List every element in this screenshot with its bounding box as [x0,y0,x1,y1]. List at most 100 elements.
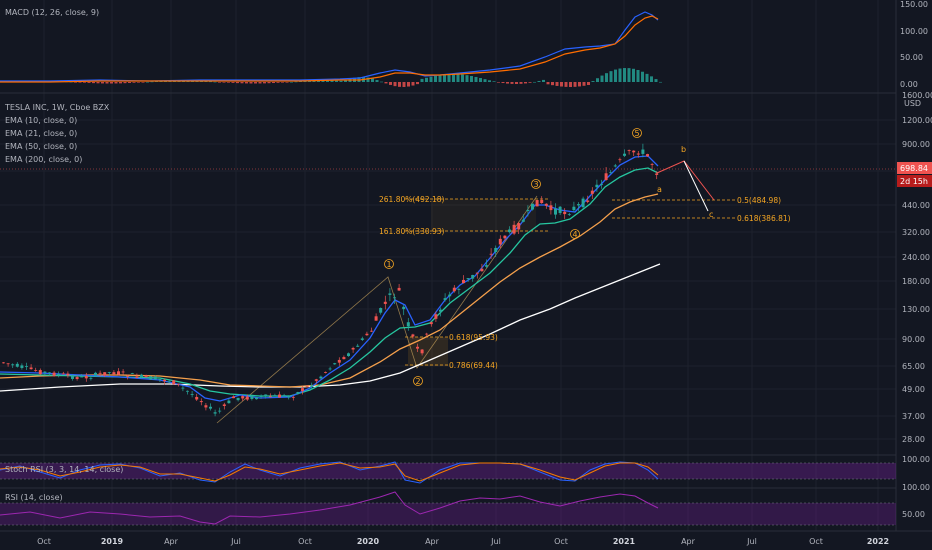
candle [314,378,318,384]
macd-histogram-bar [641,71,644,82]
ema50-legend[interactable]: EMA (50, close, 0) [5,142,77,151]
candle [153,375,157,380]
price-tick: 1200.00 [902,116,932,125]
stoch-legend[interactable]: Stoch RSI (3, 3, 14, 14, close) [5,465,123,474]
time-tick: Jul [746,537,757,546]
macd-histogram-bar [587,82,590,86]
macd-histogram-bar [105,82,109,84]
macd-histogram-bar [465,75,469,82]
macd-histogram-bar [74,82,77,83]
candle [498,235,502,249]
macd-histogram-bar [407,82,410,87]
macd-histogram-bar [461,74,464,82]
time-tick: Jul [230,537,241,546]
candle [250,394,254,401]
candle [365,331,369,336]
fib-label: 0.618(95.93) [449,333,498,342]
time-tick: Jul [490,537,501,546]
candle [259,394,263,399]
candle [305,385,309,388]
candle [135,373,139,379]
rsi-panel[interactable]: RSI (14, close) 100.00 50.00 [0,483,930,526]
macd-histogram-bar [510,82,514,84]
candle [448,291,452,302]
candle [360,336,364,342]
candle [535,199,539,207]
ema50-line [0,193,659,388]
rsi-line [0,491,659,525]
time-axis[interactable]: Oct 2019 Apr Jul Oct 2020 Apr Jul Oct 2021 Apr Jul O… [37,537,889,546]
stoch-tick: 100.00 [902,455,930,464]
macd-histogram-bar [132,82,136,83]
macd-histogram-bar [141,82,145,83]
macd-legend[interactable]: MACD (12, 26, close, 9) [5,8,99,17]
macd-histogram-bar [479,78,482,82]
macd-histogram-bar [447,74,451,82]
macd-tick: 150.00 [900,0,928,9]
candle [324,371,327,374]
macd-histogram-bar [470,76,473,82]
macd-histogram-bar [227,82,230,83]
price-panel[interactable]: TESLA INC, 1W, Cboe BZX EMA (10, close, … [0,91,932,444]
last-price-badge [897,162,932,174]
macd-histogram-bar [402,82,406,87]
candle [567,212,571,217]
macd-histogram-bar [326,80,329,82]
macd-panel[interactable]: MACD (12, 26, close, 9) 150.00 100.00 50… [0,0,928,89]
macd-histogram-bar [636,70,640,82]
candle [388,288,392,302]
macd-histogram-bar [614,69,617,82]
macd-histogram-bar [483,79,487,82]
candle [186,390,189,395]
macd-histogram-bar [434,75,437,82]
candle [121,369,125,375]
candle [89,375,93,381]
countdown-badge [897,175,932,187]
macd-histogram-bar [254,82,257,84]
macd-histogram-bar [389,82,392,85]
macd-histogram-bar [474,76,478,82]
time-tick: Oct [37,537,51,546]
svg-text:1: 1 [386,260,391,269]
ema21-legend[interactable]: EMA (21, close, 0) [5,129,77,138]
candle [374,313,378,321]
candle [604,167,608,181]
price-tick: 240.00 [902,253,930,262]
stoch-rsi-panel[interactable]: Stoch RSI (3, 3, 14, 14, close) 100.00 [0,455,930,484]
projection-line-c [683,160,709,212]
candle [586,195,590,204]
candle [554,203,557,219]
candle [379,307,383,315]
macd-histogram-bar [501,82,505,84]
ema10-legend[interactable]: EMA (10, close, 0) [5,116,77,125]
candle [172,380,176,385]
svg-text:2: 2 [415,377,420,386]
price-legend-title[interactable]: TESLA INC, 1W, Cboe BZX [4,103,110,112]
wave-c-label: c [709,210,713,219]
candle [342,355,346,360]
candle [517,221,521,234]
candle [581,196,585,210]
macd-histogram-bar [627,68,631,82]
macd-histogram-bar [591,81,595,82]
candle [508,226,511,234]
macd-histogram-bar [425,77,428,82]
candle [531,203,534,211]
macd-histogram-bar [569,82,572,87]
candle [646,153,649,158]
ema200-legend[interactable]: EMA (200, close, 0) [5,155,82,164]
candle [333,362,337,365]
macd-histogram-bar [519,82,523,84]
rsi-legend[interactable]: RSI (14, close) [5,493,63,502]
candle [466,278,470,282]
wave-4-marker: 4 [570,229,580,239]
candle [241,395,245,402]
macd-histogram-bar [240,82,244,84]
candle [452,285,456,293]
macd-histogram-bar [137,82,140,83]
macd-histogram-bar [308,80,311,82]
fib-label: 0.618(386.81) [737,214,791,223]
candle [563,208,567,219]
candle [480,263,484,272]
